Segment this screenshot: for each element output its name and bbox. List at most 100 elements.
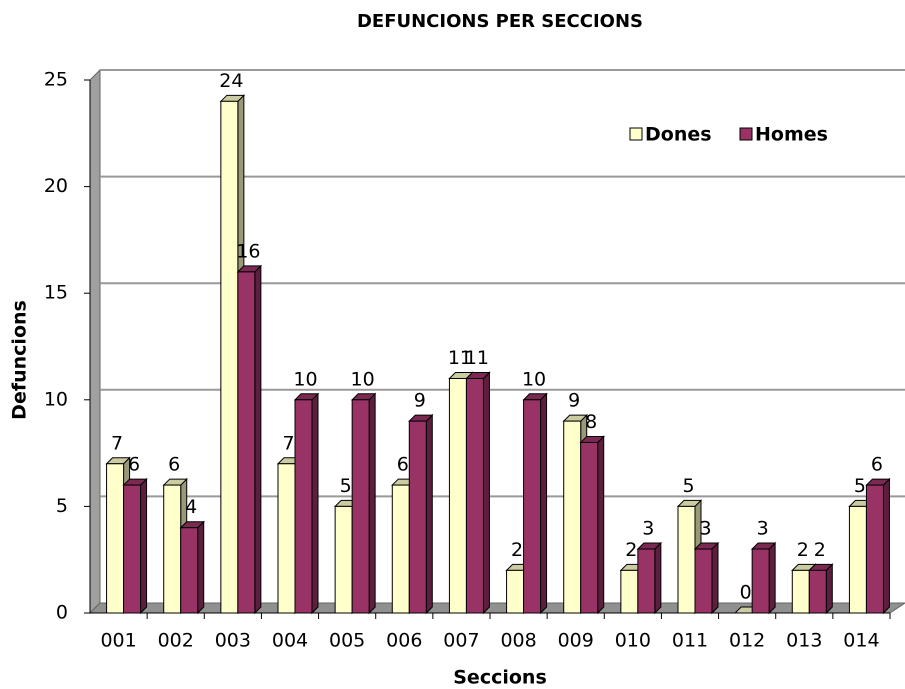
- bar: [522, 392, 548, 615]
- bar-face: [523, 399, 542, 614]
- bar-face: [311, 392, 319, 615]
- bar-face: [637, 548, 656, 614]
- bar-face: [694, 548, 713, 614]
- bar: [122, 477, 148, 615]
- value-label: 5: [854, 475, 866, 497]
- value-label: 6: [168, 454, 180, 476]
- bar-face: [106, 463, 125, 614]
- bar: [865, 477, 891, 615]
- bar-face: [882, 477, 890, 615]
- bar-face: [865, 484, 884, 614]
- x-tick-label: 009: [558, 630, 594, 652]
- value-label: 6: [871, 454, 883, 476]
- value-label: 3: [757, 518, 769, 540]
- value-label: 8: [585, 411, 597, 433]
- bar: [236, 264, 263, 615]
- x-tick-label: 011: [672, 630, 708, 652]
- value-label: 6: [397, 454, 409, 476]
- value-label: 10: [522, 368, 546, 390]
- bar-face: [620, 569, 639, 614]
- value-label: 9: [568, 390, 580, 412]
- bar-face: [751, 548, 770, 614]
- bar-face: [465, 377, 484, 614]
- value-label: 10: [293, 368, 317, 390]
- value-label: 2: [814, 539, 826, 561]
- x-tick-label: 013: [786, 630, 822, 652]
- bar-face: [597, 435, 605, 615]
- value-label: 16: [236, 240, 260, 262]
- value-label: 5: [682, 475, 694, 497]
- x-tick-label: 012: [729, 630, 765, 652]
- bar-face: [506, 569, 525, 614]
- y-tick-label: 25: [44, 69, 68, 91]
- x-tick-label: 014: [843, 630, 879, 652]
- bar-face: [825, 563, 833, 615]
- legend-swatch: [629, 127, 643, 141]
- bar-face: [563, 420, 582, 614]
- x-tick-label: 005: [329, 630, 365, 652]
- x-tick-label: 008: [500, 630, 536, 652]
- value-label: 0: [740, 582, 752, 604]
- bar-face: [677, 505, 696, 614]
- y-tick-label: 5: [56, 495, 68, 517]
- bar: [465, 371, 491, 615]
- value-label: 10: [351, 368, 375, 390]
- value-label: 7: [282, 432, 294, 454]
- bar-face: [197, 520, 205, 615]
- value-label: 24: [219, 70, 243, 92]
- value-label: 2: [511, 539, 523, 561]
- bar-face: [140, 477, 148, 615]
- floor: [88, 602, 905, 614]
- chart-title: DEFUNCIONS PER SECCIONS: [357, 11, 643, 32]
- bar: [408, 413, 434, 615]
- value-label: 3: [642, 518, 654, 540]
- bar-face: [368, 392, 376, 615]
- bar-face: [654, 541, 662, 615]
- bar-face: [277, 463, 296, 614]
- bar-face: [425, 413, 433, 615]
- bar-face: [163, 484, 182, 614]
- bar: [750, 541, 777, 615]
- x-axis-title: Seccions: [453, 667, 547, 689]
- bar-face: [791, 569, 810, 614]
- y-tick-label: 0: [56, 602, 68, 624]
- value-label: 2: [797, 539, 809, 561]
- bar: [579, 435, 605, 615]
- bar-face: [448, 377, 467, 614]
- y-axis-title: Defuncions: [9, 300, 31, 420]
- x-tick-label: 003: [215, 630, 251, 652]
- bar-face: [237, 271, 256, 614]
- bar: [808, 563, 834, 615]
- bar-face: [711, 541, 719, 615]
- bar-face: [408, 420, 427, 614]
- value-label: 3: [699, 518, 711, 540]
- legend-label: Homes: [755, 124, 828, 146]
- bar: [179, 520, 205, 615]
- legend-swatch: [739, 127, 753, 141]
- bar-face: [808, 569, 827, 614]
- legend-box: [610, 108, 858, 170]
- bar-face: [848, 505, 867, 614]
- x-tick-label: 010: [615, 630, 651, 652]
- y-tick-label: 10: [44, 388, 68, 410]
- value-label: 11: [465, 347, 489, 369]
- bar-face: [220, 100, 239, 614]
- bar-face: [334, 505, 353, 614]
- value-label: 2: [625, 539, 637, 561]
- x-tick-label: 004: [272, 630, 308, 652]
- side-wall: [89, 68, 101, 615]
- legend-label: Dones: [645, 124, 712, 146]
- y-tick-label: 20: [44, 175, 68, 197]
- bar: [636, 541, 663, 615]
- bar-face: [580, 441, 599, 614]
- value-label: 4: [185, 496, 197, 518]
- x-tick-label: 002: [158, 630, 194, 652]
- bar-face: [180, 527, 199, 614]
- bar-face: [254, 264, 262, 615]
- bar-face: [351, 399, 370, 614]
- bar-face: [482, 371, 490, 615]
- bar: [693, 541, 720, 615]
- bar-face: [123, 484, 142, 614]
- value-label: 5: [340, 475, 352, 497]
